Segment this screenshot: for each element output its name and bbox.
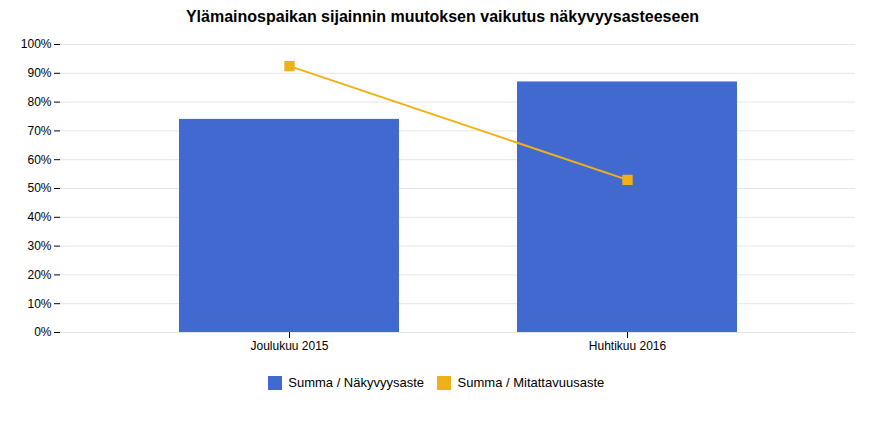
- svg-text:30%: 30%: [27, 239, 51, 253]
- svg-text:60%: 60%: [27, 153, 51, 167]
- svg-text:40%: 40%: [27, 210, 51, 224]
- svg-text:70%: 70%: [27, 124, 51, 138]
- html-text:Summa / Mitattavuusaste: Summa / Mitattavuusaste: [457, 375, 605, 390]
- svg-text:90%: 90%: [27, 66, 51, 80]
- html-text:Summa / Näkyvyysaste: Summa / Näkyvyysaste: [288, 375, 425, 390]
- html-text:Ylämainospaikan sijainnin muut: Ylämainospaikan sijainnin muutoksen vaik…: [185, 8, 699, 25]
- svg-text:Joulukuu 2015: Joulukuu 2015: [250, 339, 328, 353]
- svg-text:50%: 50%: [27, 181, 51, 195]
- svg-text:Huhtikuu 2016: Huhtikuu 2016: [589, 339, 667, 353]
- svg-text:10%: 10%: [27, 297, 51, 311]
- svg-text:100%: 100%: [21, 37, 52, 51]
- svg-text:80%: 80%: [27, 95, 51, 109]
- svg-text:0%: 0%: [34, 325, 52, 339]
- svg-text:20%: 20%: [27, 268, 51, 282]
